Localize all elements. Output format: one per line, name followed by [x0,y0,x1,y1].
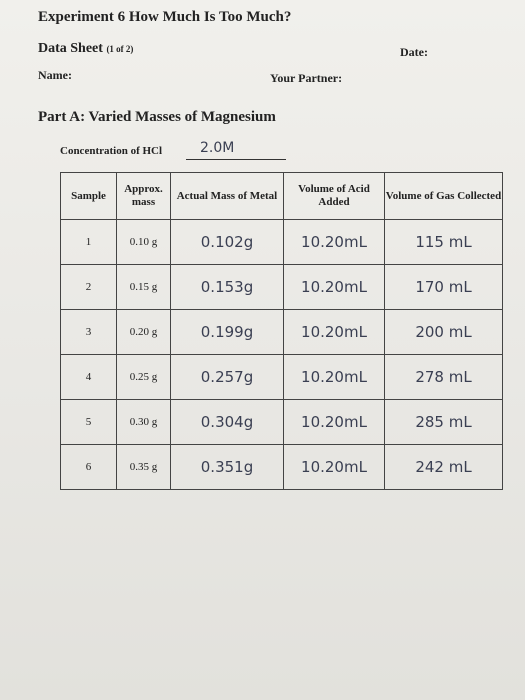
table-cell: 0.102g [170,219,284,265]
concentration-value: 2.0M [200,140,235,156]
table-cell: 2 [60,264,117,310]
table-row: 1 0.10 g 0.102g 10.20mL 115 mL [60,219,503,265]
table-row: 2 0.15 g 0.153g 10.20mL 170 mL [60,264,503,310]
table-cell: 0.199g [170,309,284,355]
table-cell: 10.20mL [283,264,385,310]
table-cell: 285 mL [384,399,503,445]
table-cell: 0.30 g [116,399,171,445]
table-cell: 1 [60,219,117,265]
table-cell: 115 mL [384,219,503,265]
table-cell: 10.20mL [283,354,385,400]
section-title: Part A: Varied Masses of Magnesium [38,109,276,125]
table-cell: 0.25 g [116,354,171,400]
column-header: Approx. mass [116,172,171,220]
table-row: 3 0.20 g 0.199g 10.20mL 200 mL [60,309,503,355]
sheet-title: Data Sheet (1 of 2) [38,41,133,57]
data-table: Sample Approx. mass Actual Mass of Metal Vo… [60,172,503,490]
table-cell: 4 [60,354,117,400]
table-cell: 200 mL [384,309,503,355]
sheet-page: (1 of 2) [106,44,134,54]
table-cell: 0.153g [170,264,284,310]
title: Experiment 6 How Much Is Too Much? [38,9,292,25]
column-header: Sample [60,172,117,220]
concentration-label: Concentration of HCl [60,145,163,157]
table-cell: 0.15 g [116,264,171,310]
table-row: 5 0.30 g 0.304g 10.20mL 285 mL [60,399,503,445]
column-header: Actual Mass of Metal [170,172,284,220]
table-cell: 170 mL [384,264,503,310]
column-header: Volume of Gas Collected [384,172,503,220]
table-cell: 10.20mL [283,219,385,265]
table-cell: 0.304g [170,399,284,445]
table-cell: 10.20mL [283,444,385,490]
header-row: Sample Approx. mass Actual Mass of Metal Vo… [60,172,503,220]
sheet-label: Data Sheet [38,41,103,56]
table-cell: 3 [60,309,117,355]
name-label: Name: [38,68,72,82]
table-row: 4 0.25 g 0.257g 10.20mL 278 mL [60,354,503,400]
table-cell: 0.10 g [116,219,171,265]
table-cell: 10.20mL [283,309,385,355]
table-cell: 10.20mL [283,399,385,445]
table-cell: 0.257g [170,354,284,400]
table-cell: 0.35 g [116,444,171,490]
table-row: 6 0.35 g 0.351g 10.20mL 242 mL [60,444,503,490]
table-body: 1 0.10 g 0.102g 10.20mL 115 mL 2 0.15 g 0.153g 1… [60,219,503,490]
table-cell: 0.20 g [116,309,171,355]
column-header: Volume of Acid Added [283,172,385,220]
table-cell: 5 [60,399,117,445]
date-label: Date: [400,45,428,59]
table-cell: 0.351g [170,444,284,490]
partner-label: Your Partner: [270,71,343,85]
table-cell: 242 mL [384,444,503,490]
table-cell: 6 [60,444,117,490]
concentration-line [186,159,286,160]
table-cell: 278 mL [384,354,503,400]
